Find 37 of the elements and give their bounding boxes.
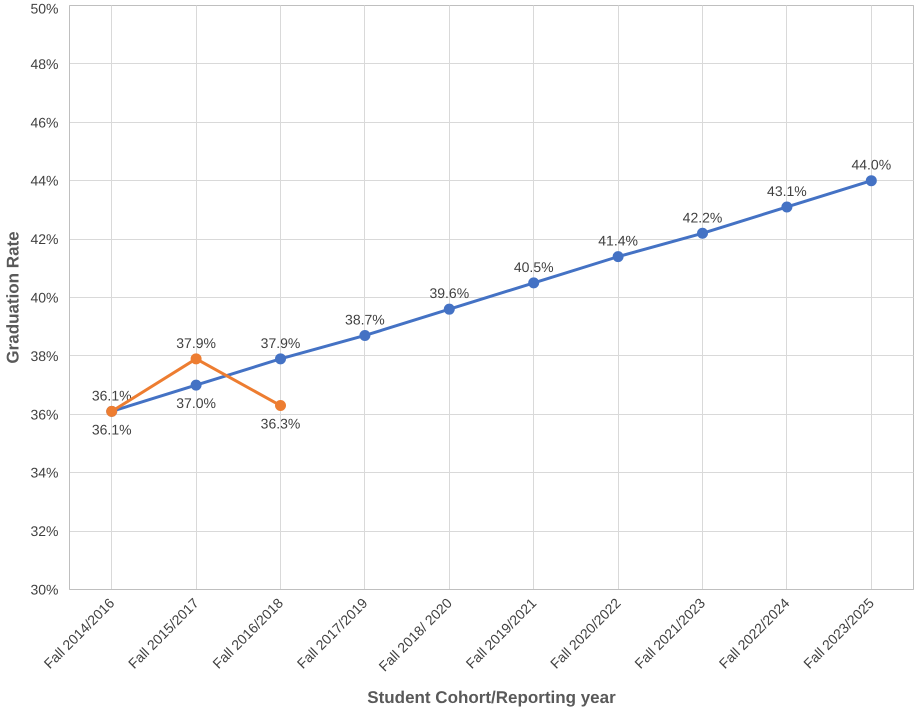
- data-label: 38.7%: [345, 311, 385, 328]
- data-label: 39.6%: [429, 285, 470, 302]
- y-tick-label: 50%: [30, 0, 59, 16]
- y-tick-label: 42%: [30, 231, 59, 248]
- point: [866, 175, 877, 186]
- y-tick-label: 48%: [30, 56, 59, 72]
- data-label: 41.4%: [598, 232, 638, 249]
- point: [612, 251, 624, 262]
- data-label: 40.5%: [514, 258, 554, 275]
- y-tick-label: 36%: [30, 406, 59, 422]
- data-label: 37.9%: [260, 334, 300, 351]
- y-tick-label: 44%: [30, 172, 59, 189]
- y-tick-label: 38%: [30, 348, 59, 364]
- point: [781, 201, 792, 212]
- point: [528, 277, 540, 288]
- data-label: 37.9%: [176, 334, 216, 351]
- point: [275, 353, 286, 364]
- point: [444, 304, 455, 315]
- point: [275, 400, 286, 412]
- data-label: 36.1%: [92, 421, 132, 438]
- data-label: 36.1%: [92, 387, 132, 404]
- y-tick-label: 34%: [30, 464, 59, 481]
- y-tick-label: 32%: [30, 523, 59, 540]
- data-label: 36.3%: [260, 416, 300, 432]
- point: [190, 380, 202, 391]
- data-label: 37.0%: [176, 395, 216, 412]
- x-axis-title: Student Cohort/Reporting year: [367, 688, 616, 708]
- data-label: 42.2%: [682, 209, 722, 226]
- point: [697, 228, 708, 239]
- point: [359, 330, 370, 341]
- y-tick-label: 40%: [30, 290, 59, 306]
- data-label: 43.1%: [767, 182, 807, 199]
- point: [190, 353, 202, 364]
- data-label: 44.0%: [851, 156, 892, 173]
- y-axis-title: Graduation Rate: [3, 231, 22, 364]
- y-tick-label: 46%: [30, 114, 59, 130]
- y-tick-label: 30%: [30, 582, 59, 598]
